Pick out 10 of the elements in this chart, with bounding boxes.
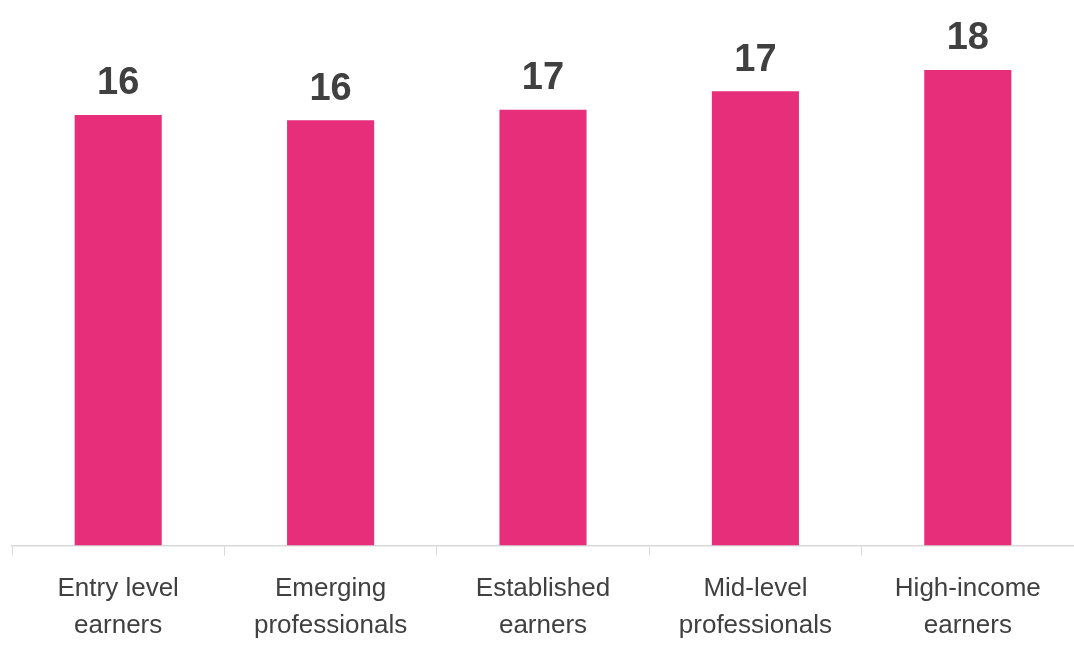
x-tick-label: Entry level earners bbox=[57, 571, 179, 640]
data-label: 18 bbox=[946, 15, 989, 58]
data-label: 16 bbox=[97, 60, 140, 103]
data-label: 17 bbox=[521, 55, 565, 98]
x-tick-label: Established earners bbox=[475, 571, 611, 640]
x-tick-label: Emerging professionals bbox=[254, 571, 408, 640]
data-label: 16 bbox=[309, 65, 352, 108]
data-label: 17 bbox=[734, 36, 777, 79]
x-tick-label: High-income earners bbox=[894, 571, 1041, 640]
x-tick-label: Mid-level professionals bbox=[678, 571, 832, 640]
